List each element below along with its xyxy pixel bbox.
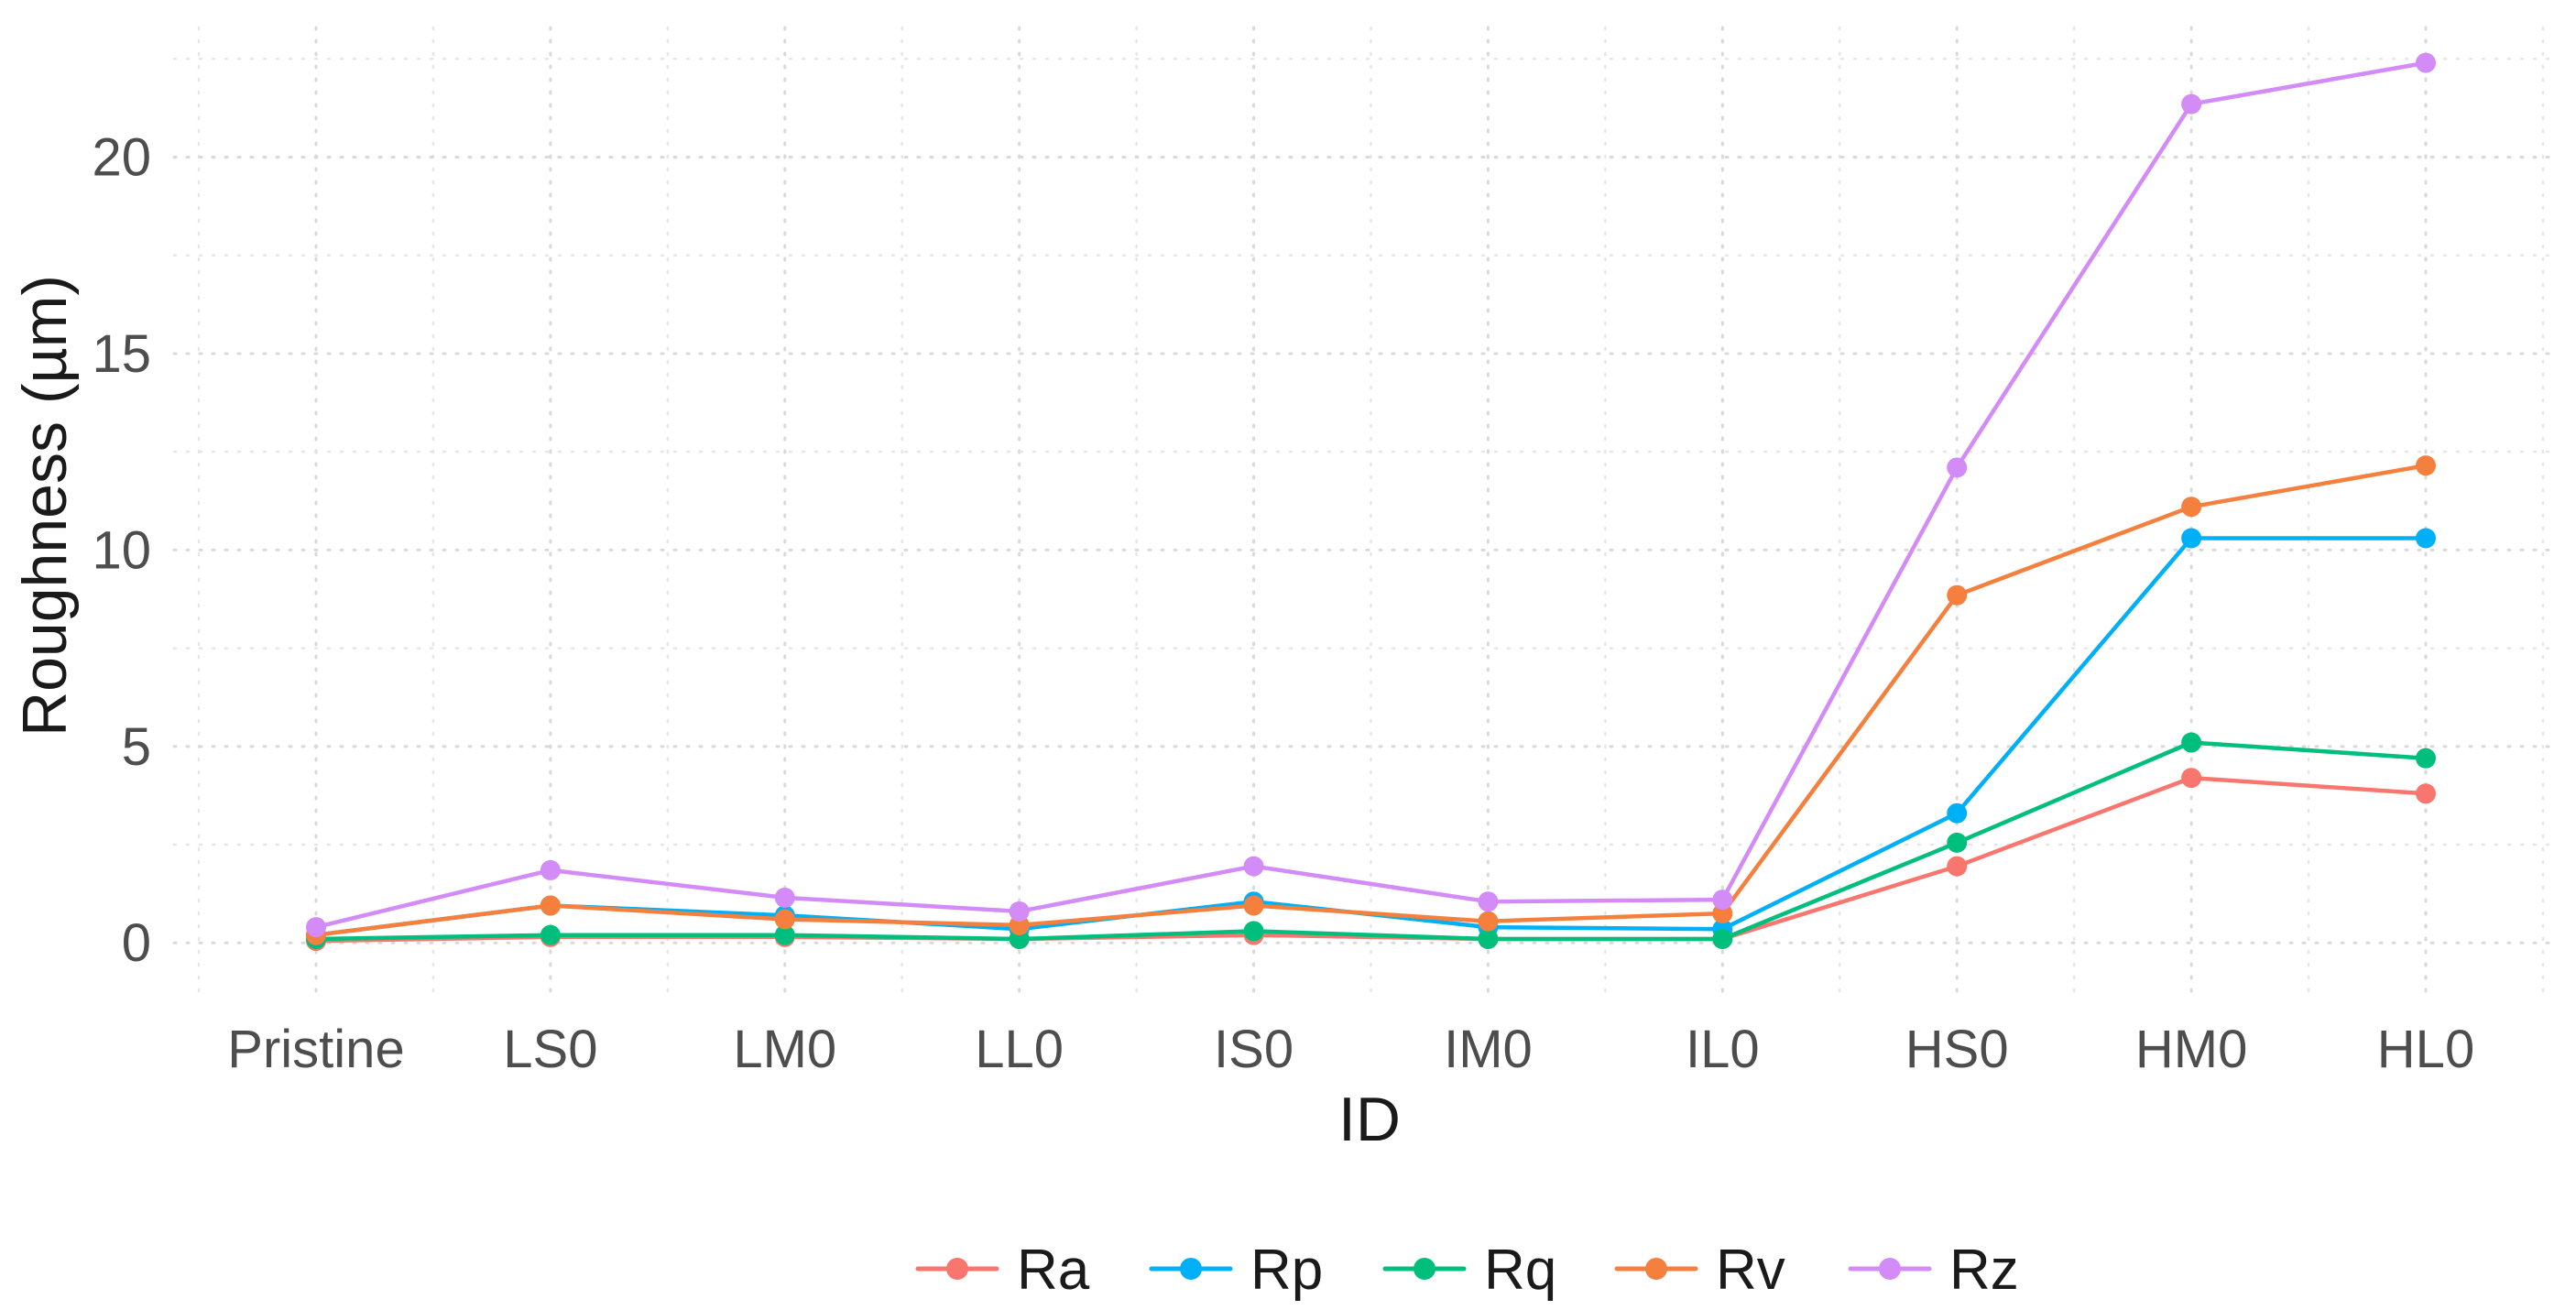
- data-point-rq: [1712, 928, 1733, 949]
- data-point-rv: [2416, 455, 2436, 476]
- data-point-rv: [1478, 911, 1499, 932]
- y-tick-labels: 0 5 10 15 20: [92, 128, 151, 974]
- legend-key-point: [946, 1258, 968, 1280]
- legend-item-rq: Rq: [1382, 1239, 1556, 1302]
- x-tick-label: IL0: [1686, 1020, 1760, 1079]
- x-tick-label: HL0: [2377, 1020, 2474, 1079]
- data-point-rv: [1243, 895, 1264, 916]
- legend-key-point: [1645, 1258, 1667, 1280]
- data-point-rv: [2181, 497, 2202, 518]
- data-point-rz: [2416, 52, 2436, 73]
- legend-key-point: [1414, 1258, 1435, 1280]
- data-point-rz: [1478, 891, 1499, 912]
- data-point-rq: [1478, 928, 1499, 949]
- y-tick-label: 10: [92, 520, 151, 580]
- x-tick-label: LS0: [503, 1020, 597, 1079]
- x-tick-label: HM0: [2135, 1020, 2247, 1079]
- data-point-rz: [1712, 890, 1733, 911]
- data-point-rp: [2416, 528, 2436, 549]
- x-tick-label: Pristine: [227, 1020, 404, 1079]
- data-point-ra: [2416, 783, 2436, 804]
- legend-label: Rp: [1250, 1239, 1323, 1302]
- data-point-rp: [2181, 528, 2202, 549]
- data-point-rq: [1243, 921, 1264, 942]
- series-rz: [306, 52, 2436, 938]
- data-point-rq: [540, 924, 561, 945]
- series-line-rz: [313, 60, 2429, 930]
- legend-item-rp: Rp: [1149, 1239, 1323, 1302]
- y-tick-label: 20: [92, 128, 151, 188]
- series-line-rv: [313, 463, 2429, 937]
- x-tick-label: LM0: [733, 1020, 836, 1079]
- legend-item-rv: Rv: [1614, 1239, 1785, 1302]
- data-point-rq: [774, 924, 795, 945]
- y-axis-title: Roughness (µm): [10, 275, 80, 737]
- data-point-ra: [1947, 856, 1968, 877]
- x-tick-labels: Pristine LS0 LM0 LL0 IS0 IM0 IL0 HS0 HM0 HL0: [227, 1020, 2474, 1079]
- data-point-rz: [1009, 901, 1030, 922]
- y-tick-label: 0: [122, 913, 151, 973]
- legend-label: Ra: [1017, 1239, 1090, 1302]
- data-point-rq: [2181, 732, 2202, 753]
- legend-key-point: [1879, 1258, 1901, 1280]
- x-tick-label: HS0: [1905, 1020, 2009, 1079]
- data-point-rv: [540, 895, 561, 916]
- data-point-rz: [2181, 93, 2202, 115]
- data-point-rz: [1947, 457, 1968, 478]
- legend-label: Rz: [1949, 1239, 2019, 1302]
- data-point-rq: [1947, 832, 1968, 853]
- data-point-rq: [2416, 748, 2436, 769]
- data-point-rz: [1243, 856, 1264, 877]
- x-tick-label: IS0: [1214, 1020, 1293, 1079]
- legend-item-ra: Ra: [915, 1239, 1090, 1302]
- x-tick-label: IM0: [1444, 1020, 1533, 1079]
- data-point-rv: [1947, 584, 1968, 606]
- data-point-rz: [306, 917, 326, 938]
- grid: [172, 26, 2558, 996]
- series-ra: [306, 768, 2436, 952]
- legend-label: Rq: [1484, 1239, 1556, 1302]
- legend: Ra Rp Rq Rv Rz: [915, 1239, 2019, 1302]
- series-line-rq: [313, 740, 2429, 942]
- series-rq: [306, 732, 2436, 949]
- x-tick-label: LL0: [975, 1020, 1064, 1079]
- data-point-ra: [2181, 768, 2202, 789]
- data-point-rp: [1947, 802, 1968, 824]
- y-tick-label: 15: [92, 324, 151, 384]
- y-tick-label: 5: [122, 717, 151, 777]
- legend-key-point: [1180, 1258, 1202, 1280]
- data-point-rv: [774, 909, 795, 930]
- x-axis-title: ID: [1338, 1085, 1401, 1154]
- legend-label: Rv: [1716, 1239, 1785, 1302]
- series-layer: [306, 52, 2436, 952]
- legend-item-rz: Rz: [1848, 1239, 2019, 1302]
- data-point-rz: [774, 887, 795, 908]
- data-point-rz: [540, 859, 561, 880]
